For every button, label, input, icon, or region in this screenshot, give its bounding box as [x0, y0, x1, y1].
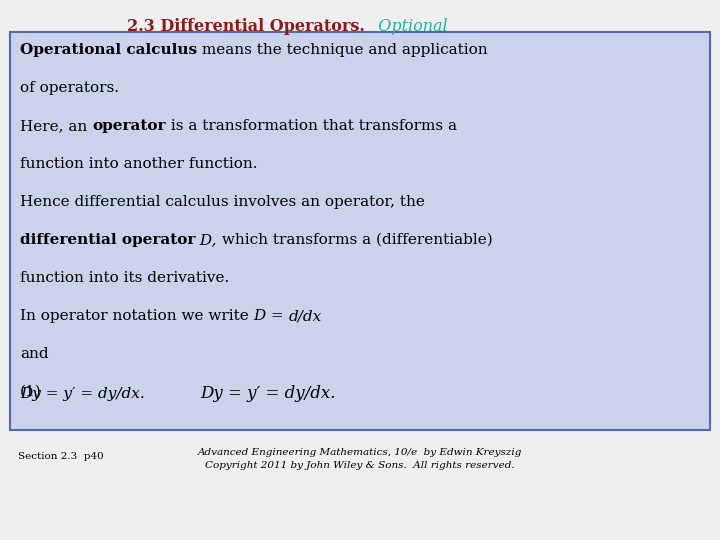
Text: Advanced Engineering Mathematics, 10/e  by Edwin Kreyszig: Advanced Engineering Mathematics, 10/e b… [198, 448, 522, 457]
FancyBboxPatch shape [10, 32, 710, 430]
Text: D,: D, [195, 233, 217, 247]
Text: In operator notation we write: In operator notation we write [20, 309, 253, 323]
Text: 2.3 Differential Operators.: 2.3 Differential Operators. [127, 18, 365, 35]
Text: function into another function.: function into another function. [20, 157, 258, 171]
Text: Here, an: Here, an [20, 119, 92, 133]
Text: =: = [266, 309, 289, 323]
Text: D: D [253, 309, 266, 323]
Text: (1): (1) [20, 385, 42, 399]
Text: Dy = y′ = dy/dx.: Dy = y′ = dy/dx. [200, 385, 336, 402]
Text: Operational calculus: Operational calculus [20, 43, 197, 57]
Text: means the technique and application: means the technique and application [197, 43, 487, 57]
Text: Copyright 2011 by John Wiley & Sons.  All rights reserved.: Copyright 2011 by John Wiley & Sons. All… [205, 461, 515, 470]
Text: Hence differential calculus involves an operator, the: Hence differential calculus involves an … [20, 195, 425, 209]
Text: of operators.: of operators. [20, 81, 119, 95]
Text: is a transformation that transforms a: is a transformation that transforms a [166, 119, 456, 133]
Text: and: and [20, 347, 49, 361]
Text: function into its derivative.: function into its derivative. [20, 271, 229, 285]
Text: Optional: Optional [368, 18, 448, 35]
Text: differential operator: differential operator [20, 233, 195, 247]
Text: Section 2.3  p40: Section 2.3 p40 [18, 452, 104, 461]
Text: Dy = y′ = dy/dx.: Dy = y′ = dy/dx. [20, 387, 145, 401]
Text: d/dx: d/dx [289, 309, 322, 323]
Text: which transforms a (differentiable): which transforms a (differentiable) [217, 233, 492, 247]
Text: operator: operator [92, 119, 166, 133]
